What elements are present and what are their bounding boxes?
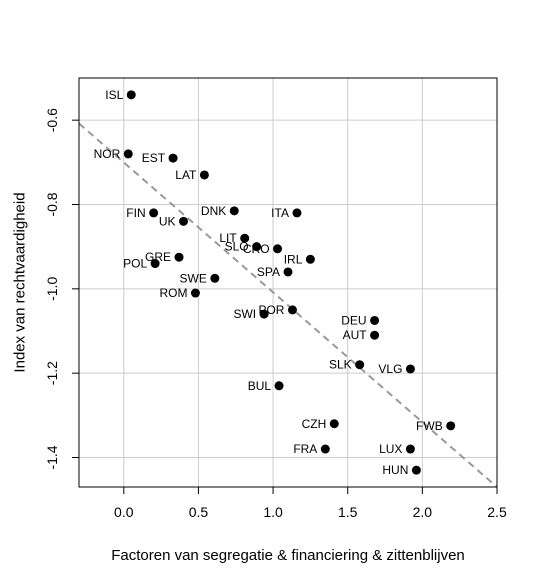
point-vlg <box>405 364 415 374</box>
y-axis-title: Index van rechtvaardigheid <box>12 192 29 372</box>
point-label-isl: ISL <box>105 88 123 102</box>
y-tick-label: -0.8 <box>44 192 60 216</box>
point-label-bul: BUL <box>248 379 272 393</box>
point-lit <box>240 233 250 243</box>
y-tick-label: -1.4 <box>44 445 60 469</box>
x-tick-label: 1.0 <box>263 504 283 520</box>
point-czh <box>329 419 339 429</box>
point-label-aut: AUT <box>343 328 368 342</box>
point-irl <box>305 254 315 264</box>
point-cro <box>273 244 283 254</box>
point-lux <box>405 444 415 454</box>
point-slk <box>355 360 365 370</box>
point-aut <box>370 330 380 340</box>
point-bul <box>274 381 284 391</box>
point-label-ita: ITA <box>271 206 289 220</box>
x-tick-label: 1.5 <box>338 504 358 520</box>
y-tick-label: -1.2 <box>44 361 60 385</box>
point-label-slo: SLO <box>225 240 249 254</box>
point-fin <box>149 208 159 218</box>
point-label-czh: CZH <box>302 417 327 431</box>
point-label-spa: SPA <box>257 265 280 279</box>
x-tick-label: 0.0 <box>114 504 134 520</box>
x-axis: 0.0 0.5 1.0 1.5 2.0 2.5 <box>114 487 507 520</box>
point-label-swi: SWI <box>233 307 256 321</box>
point-label-nor: NOR <box>94 147 121 161</box>
point-slo <box>252 242 262 252</box>
point-label-vlg: VLG <box>378 362 402 376</box>
data-points <box>123 90 456 475</box>
trendline <box>78 122 498 488</box>
point-label-deu: DEU <box>341 313 366 327</box>
point-label-fin: FIN <box>126 206 145 220</box>
point-label-por: POR <box>258 303 284 317</box>
point-spa <box>283 267 293 277</box>
point-est <box>168 153 178 163</box>
y-tick-label: -0.6 <box>44 108 60 132</box>
point-pol <box>150 259 160 269</box>
point-label-gre: GRE <box>145 250 171 264</box>
x-axis-title: Factoren van segregatie & financiering &… <box>111 547 465 564</box>
point-label-uk: UK <box>159 214 176 228</box>
point-label-lit: LIT <box>219 231 237 245</box>
point-label-rom: ROM <box>159 286 187 300</box>
x-tick-label: 2.5 <box>487 504 507 520</box>
x-tick-label: 2.0 <box>413 504 433 520</box>
point-label-swe: SWE <box>180 271 207 285</box>
point-hun <box>411 465 421 475</box>
point-fra <box>320 444 330 454</box>
point-isl <box>126 90 136 100</box>
x-tick-label: 0.5 <box>189 504 209 520</box>
point-nor <box>123 149 133 159</box>
point-lat <box>199 170 209 180</box>
point-por <box>287 305 297 315</box>
point-rom <box>190 288 200 298</box>
point-deu <box>370 315 380 325</box>
point-ita <box>292 208 302 218</box>
point-label-dnk: DNK <box>201 204 226 218</box>
point-label-est: EST <box>142 151 166 165</box>
point-label-pol: POL <box>123 257 147 271</box>
y-tick-label: -1.0 <box>44 277 60 301</box>
point-label-slk: SLK <box>329 358 352 372</box>
point-swe <box>210 273 220 283</box>
y-axis: -0.6 -0.8 -1.0 -1.2 -1.4 <box>44 108 79 470</box>
point-label-fwb: FWB <box>416 419 443 433</box>
point-label-irl: IRL <box>284 252 303 266</box>
point-uk <box>179 216 188 226</box>
point-gre <box>174 252 184 262</box>
point-label-cro: CRO <box>243 242 270 256</box>
point-fwb <box>446 421 456 431</box>
point-swi <box>259 309 269 319</box>
point-label-lat: LAT <box>175 168 197 182</box>
plot-frame <box>78 77 498 488</box>
point-label-fra: FRA <box>293 442 317 456</box>
point-dnk <box>229 206 239 216</box>
point-label-hun: HUN <box>382 463 408 477</box>
point-label-lux: LUX <box>379 442 402 456</box>
